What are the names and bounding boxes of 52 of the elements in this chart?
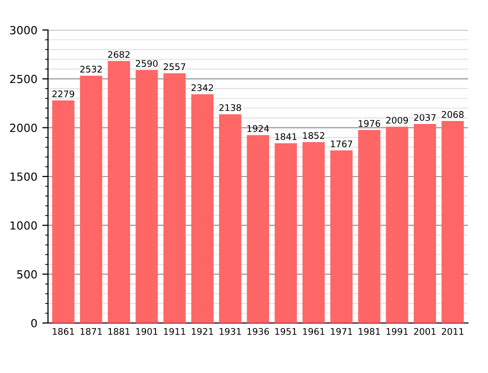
x-tick-label: 1951 bbox=[275, 328, 296, 335]
y-tick-label: 2500 bbox=[10, 74, 37, 84]
data-label: 2342 bbox=[192, 84, 213, 92]
x-tick-label: 1981 bbox=[358, 328, 380, 335]
x-tick-label: 1901 bbox=[136, 328, 158, 335]
y-tick-label: 3000 bbox=[10, 26, 37, 34]
bar bbox=[330, 150, 353, 323]
bar bbox=[191, 94, 214, 323]
data-label: 1841 bbox=[275, 133, 296, 140]
x-tick-label: 1991 bbox=[386, 328, 408, 335]
y-tick-label: 0 bbox=[31, 318, 37, 328]
x-tick-label: 1961 bbox=[303, 328, 324, 335]
data-label: 2068 bbox=[442, 111, 464, 118]
x-tick-label: 1936 bbox=[248, 328, 269, 335]
bar bbox=[136, 70, 158, 323]
data-label: 2009 bbox=[386, 116, 408, 124]
bar bbox=[274, 143, 297, 323]
data-label: 1852 bbox=[303, 132, 324, 139]
x-tick-label: 1861 bbox=[52, 328, 74, 335]
data-label: 2557 bbox=[164, 63, 186, 70]
bar bbox=[414, 124, 436, 323]
x-tick-label: 1911 bbox=[164, 328, 186, 335]
data-label: 1924 bbox=[248, 125, 269, 132]
bar bbox=[246, 135, 270, 323]
bar bbox=[108, 61, 130, 323]
y-tick-label: 1500 bbox=[10, 172, 37, 181]
bar bbox=[219, 114, 242, 323]
x-tick-label: 2011 bbox=[442, 328, 464, 335]
x-tick-label: 1931 bbox=[220, 328, 241, 335]
data-label: 2590 bbox=[136, 60, 158, 67]
bar bbox=[52, 100, 74, 323]
y-tick-label: 2000 bbox=[10, 124, 37, 132]
x-tick-label: 1881 bbox=[108, 328, 130, 335]
data-label: 1976 bbox=[358, 120, 380, 127]
bar bbox=[358, 130, 380, 323]
bar bbox=[80, 76, 102, 323]
data-label: 2138 bbox=[219, 104, 242, 112]
y-tick-label: 1000 bbox=[10, 221, 37, 230]
data-label: 2279 bbox=[52, 90, 74, 98]
x-tick-label: 2001 bbox=[414, 328, 436, 335]
bar bbox=[302, 142, 325, 323]
y-tick-label: 500 bbox=[17, 270, 37, 279]
bar bbox=[386, 126, 408, 323]
x-tick-label: 1971 bbox=[330, 328, 352, 335]
x-tick-label: 1871 bbox=[80, 328, 102, 335]
data-label: 2682 bbox=[108, 51, 130, 58]
data-label: 1767 bbox=[330, 140, 352, 148]
data-label: 2037 bbox=[414, 114, 436, 121]
bar bbox=[442, 121, 464, 323]
x-tick-label: 1921 bbox=[192, 328, 214, 335]
bar bbox=[163, 73, 186, 323]
data-label: 2532 bbox=[80, 66, 102, 73]
